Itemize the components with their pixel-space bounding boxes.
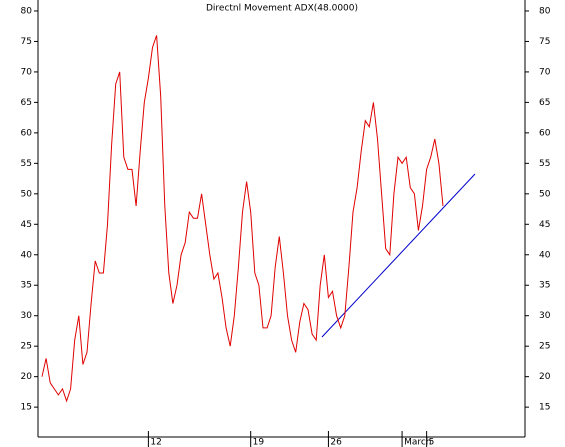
chart-title: Directnl Movement ADX(48.0000): [206, 4, 358, 14]
y2-tick-label: 15: [539, 403, 550, 413]
y-tick-label: 25: [21, 342, 32, 352]
y-tick-label: 20: [21, 372, 33, 382]
x-tick-label: 26: [330, 438, 342, 447]
y2-tick-label: 75: [539, 37, 550, 47]
y2-tick-label: 20: [539, 372, 551, 382]
y-tick-label: 45: [21, 220, 32, 230]
y-tick-label: 30: [21, 311, 33, 321]
x-tick-label: 5: [429, 438, 435, 447]
y2-tick-label: 25: [539, 342, 550, 352]
y2-tick-label: 55: [539, 159, 550, 169]
y2-tick-label: 30: [539, 311, 551, 321]
y2-tick-label: 80: [539, 6, 551, 16]
y2-tick-label: 50: [539, 189, 551, 199]
y-tick-label: 80: [21, 6, 33, 16]
y-tick-label: 55: [21, 159, 32, 169]
y-tick-label: 75: [21, 37, 32, 47]
y-tick-label: 60: [21, 128, 33, 138]
y-tick-label: 35: [21, 281, 32, 291]
x-tick-label: March: [404, 438, 431, 447]
x-tick-label: 19: [253, 438, 265, 447]
y2-tick-label: 70: [539, 67, 551, 77]
y2-tick-label: 35: [539, 281, 550, 291]
line: [41, 35, 444, 403]
y-tick-label: 70: [21, 67, 33, 77]
y-tick-label: 15: [21, 403, 32, 413]
trendline: [321, 173, 476, 338]
y2-tick-label: 40: [539, 250, 551, 260]
y2-tick-label: 60: [539, 128, 551, 138]
x-tick-label: 12: [150, 438, 161, 447]
y-tick-label: 50: [21, 189, 33, 199]
y-tick-label: 65: [21, 98, 32, 108]
y-tick-label: 40: [21, 250, 33, 260]
y2-tick-label: 65: [539, 98, 550, 108]
y2-tick-label: 45: [539, 220, 550, 230]
